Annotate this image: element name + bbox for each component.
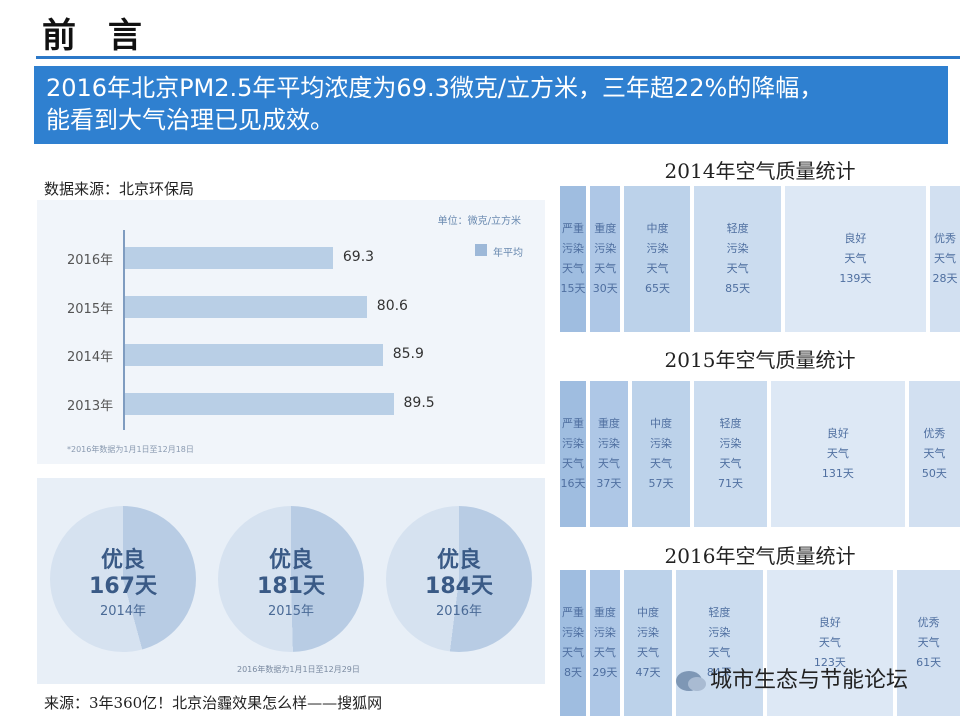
air-quality-cell: 重度 污染 天气 37天: [590, 381, 632, 527]
air-quality-cell: 优秀 天气 28天: [929, 186, 960, 332]
bar-category-label: 2013年: [67, 398, 114, 414]
air-quality-cell: 重度 污染 天气 30天: [590, 186, 625, 332]
bar: [125, 295, 367, 318]
title-divider: [36, 56, 960, 59]
bar-value-label: 85.9: [392, 346, 424, 362]
pie-label: 优良: [268, 548, 313, 573]
air-quality-strip: 严重 污染 天气 15天 重度 污染 天气 30天 中度 污染 天气 65天 轻度 污…: [560, 186, 960, 332]
air-quality-cell: 中度 污染 天气 47天: [623, 570, 677, 716]
bar-category-label: 2016年: [67, 253, 114, 268]
air-quality-year-title: 2015年空气质量统计: [664, 348, 856, 372]
pie-days-label: 167天: [89, 574, 157, 599]
air-quality-strip: 严重 污染 天气 16天 重度 污染 天气 37天 中度 污染 天气 57天 轻度 污…: [560, 381, 960, 527]
good-days-pie-charts: 2016年数据为1月1日至12月29日 优良 167天 2014年 优良 181天 201…: [37, 478, 545, 684]
pie-year-label: 2015年: [267, 604, 315, 619]
air-quality-cell: 中度 污染 天气 57天: [631, 381, 695, 527]
pie-days-label: 184天: [425, 574, 493, 599]
watermark-text: 城市生态与节能论坛: [710, 668, 909, 693]
bar-value-label: 80.6: [376, 297, 408, 314]
data-source-label: 数据来源：北京环保局: [44, 180, 195, 198]
banner-line-1: 2016年北京PM2.5年平均浓度为69.3微克/立方米，三年超22%的降幅，: [46, 74, 824, 102]
air-quality-cell: 轻度 污染 天气 71天: [694, 381, 771, 527]
summary-banner: 2016年北京PM2.5年平均浓度为69.3微克/立方米，三年超22%的降幅， …: [34, 66, 948, 144]
good-days-pie: 优良 181天 2015年: [218, 506, 364, 652]
air-quality-cell: 良好 天气 139天: [784, 186, 930, 332]
bar: [125, 392, 394, 415]
pm25-bar-chart: 单位：微克/立方米 年平均 *2016年数据为1月1日至12月18日 2016年…: [37, 200, 545, 464]
bar-category-label: 2014年: [67, 350, 114, 365]
air-quality-cell: 严重 污染 天气 15天: [560, 186, 590, 332]
air-quality-cell: 良好 天气 131天: [770, 381, 909, 527]
bar-value-label: 69.3: [342, 249, 375, 265]
good-days-pie: 优良 184天 2016年: [386, 506, 532, 652]
bar-chart-note: *2016年数据为1月1日至12月18日: [67, 445, 194, 454]
air-quality-cell: 严重 污染 天气 8天: [560, 570, 590, 716]
legend-label: 年平均: [493, 248, 523, 259]
air-quality-cell: 中度 污染 天气 65天: [624, 186, 695, 332]
unit-label: 单位：微克/立方米: [437, 216, 521, 227]
pie-year-label: 2016年: [435, 604, 483, 619]
air-quality-year-title: 2016年空气质量统计: [664, 544, 856, 568]
good-days-pie: 优良 167天 2014年: [50, 506, 196, 652]
bar: [125, 247, 333, 269]
air-quality-year-title: 2014年空气质量统计: [664, 159, 856, 183]
air-quality-cell: 严重 污染 天气 16天: [560, 381, 590, 527]
pie-label: 优良: [100, 548, 145, 573]
legend-swatch: [475, 244, 487, 256]
pie-label: 优良: [436, 548, 481, 573]
wechat-icon: [676, 671, 706, 691]
y-axis-line: [123, 230, 125, 430]
air-quality-cell: 良好 天气 123天: [766, 570, 898, 716]
air-quality-cell: 轻度 污染 天气 85天: [694, 186, 785, 332]
air-quality-cell: 重度 污染 天气 29天: [590, 570, 624, 716]
watermark: 城市生态与节能论坛: [676, 662, 908, 694]
article-source-label: 来源：3年360亿！北京治霾效果怎么样——搜狐网: [44, 694, 383, 712]
pie-chart-note: 2016年数据为1月1日至12月29日: [237, 665, 360, 674]
page-title: 前 言: [42, 16, 152, 56]
bar: [125, 344, 383, 366]
pie-year-label: 2014年: [99, 604, 147, 619]
air-quality-cell: 轻度 污染 天气 84天: [676, 570, 767, 716]
air-quality-strip: 严重 污染 天气 8天 重度 污染 天气 29天 中度 污染 天气 47天 轻度 污染…: [560, 570, 960, 716]
pie-days-label: 181天: [257, 574, 325, 599]
air-quality-cell: 优秀 天气 50天: [908, 381, 960, 527]
banner-line-2: 能看到大气治理已见成效。: [46, 106, 334, 134]
bar-value-label: 89.5: [403, 394, 435, 411]
bar-category-label: 2015年: [67, 301, 114, 317]
air-quality-cell: 优秀 天气 61天: [897, 570, 960, 716]
